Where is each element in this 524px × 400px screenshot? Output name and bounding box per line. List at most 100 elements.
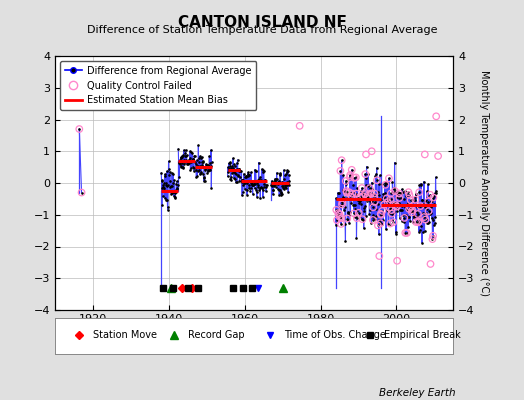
Point xyxy=(370,198,379,205)
Point xyxy=(201,167,209,173)
Point xyxy=(417,182,425,188)
Point xyxy=(196,163,204,170)
Point xyxy=(431,190,439,197)
Point xyxy=(202,164,211,170)
Point xyxy=(225,160,233,166)
Point xyxy=(158,202,166,208)
Point xyxy=(335,211,344,217)
Point xyxy=(384,199,392,205)
Point xyxy=(226,159,234,166)
Point xyxy=(351,213,359,219)
Point xyxy=(178,152,187,159)
Y-axis label: Monthly Temperature Anomaly Difference (°C): Monthly Temperature Anomaly Difference (… xyxy=(478,70,488,296)
Point xyxy=(78,189,86,196)
Point xyxy=(426,192,434,198)
Point xyxy=(365,182,373,189)
Point xyxy=(353,215,361,221)
Point xyxy=(184,159,193,166)
Point xyxy=(179,164,187,170)
Point xyxy=(341,238,350,244)
Point xyxy=(375,231,383,238)
Point xyxy=(377,197,386,204)
Point xyxy=(412,190,421,197)
Point xyxy=(334,210,342,216)
Point xyxy=(232,167,240,174)
Point xyxy=(189,156,197,162)
Point xyxy=(337,215,345,221)
Point xyxy=(190,164,198,171)
Point xyxy=(207,147,215,153)
Point xyxy=(386,220,395,227)
Point xyxy=(177,162,185,169)
Point xyxy=(188,156,196,163)
Point xyxy=(421,151,429,158)
Point xyxy=(345,190,354,196)
Point xyxy=(178,160,186,166)
Point xyxy=(276,172,285,178)
Point xyxy=(333,217,341,223)
Point xyxy=(247,185,256,191)
Point xyxy=(362,151,370,158)
Point xyxy=(355,212,364,219)
Point xyxy=(369,217,377,223)
Point xyxy=(184,158,193,164)
Point xyxy=(398,207,406,214)
Point xyxy=(347,194,356,200)
Point xyxy=(372,213,380,220)
Point xyxy=(262,188,270,194)
Point xyxy=(366,185,374,191)
Point xyxy=(246,178,254,185)
Point xyxy=(205,163,213,170)
Point xyxy=(362,213,370,219)
Point xyxy=(429,233,437,239)
Point xyxy=(342,178,350,184)
Point xyxy=(430,222,438,228)
Point xyxy=(242,172,250,179)
Point xyxy=(337,157,346,164)
Point xyxy=(385,204,394,211)
Point xyxy=(208,158,216,165)
Point xyxy=(285,181,293,188)
Point xyxy=(402,190,410,197)
Point xyxy=(407,204,416,211)
Point xyxy=(388,210,396,217)
Point xyxy=(408,209,416,216)
Point xyxy=(157,177,166,183)
Point xyxy=(395,195,403,201)
Point xyxy=(354,195,362,201)
Point xyxy=(205,160,214,166)
Point xyxy=(380,201,388,208)
Point xyxy=(356,194,364,200)
Point xyxy=(375,217,384,224)
Point xyxy=(252,186,260,193)
Point xyxy=(198,159,206,165)
Point xyxy=(171,194,180,200)
Point xyxy=(199,170,208,177)
Point xyxy=(176,157,184,163)
Point xyxy=(408,207,417,213)
Point xyxy=(346,172,354,178)
Point xyxy=(182,156,190,163)
Point xyxy=(396,214,404,221)
Point xyxy=(368,214,377,221)
Point xyxy=(417,180,425,187)
Point xyxy=(389,219,398,226)
Point xyxy=(346,208,355,215)
Point xyxy=(192,157,201,164)
Point xyxy=(238,192,246,199)
Point xyxy=(425,210,434,217)
Point xyxy=(281,171,290,177)
Point xyxy=(170,188,179,195)
Point xyxy=(196,153,204,159)
Point xyxy=(423,206,432,212)
Point xyxy=(271,183,280,190)
Point xyxy=(243,172,252,179)
Point xyxy=(242,173,250,179)
Point xyxy=(365,190,373,197)
Point xyxy=(361,171,369,177)
Point xyxy=(359,189,368,196)
Point xyxy=(160,184,168,191)
Point xyxy=(192,161,200,167)
Point xyxy=(347,167,356,173)
Point xyxy=(373,165,381,171)
